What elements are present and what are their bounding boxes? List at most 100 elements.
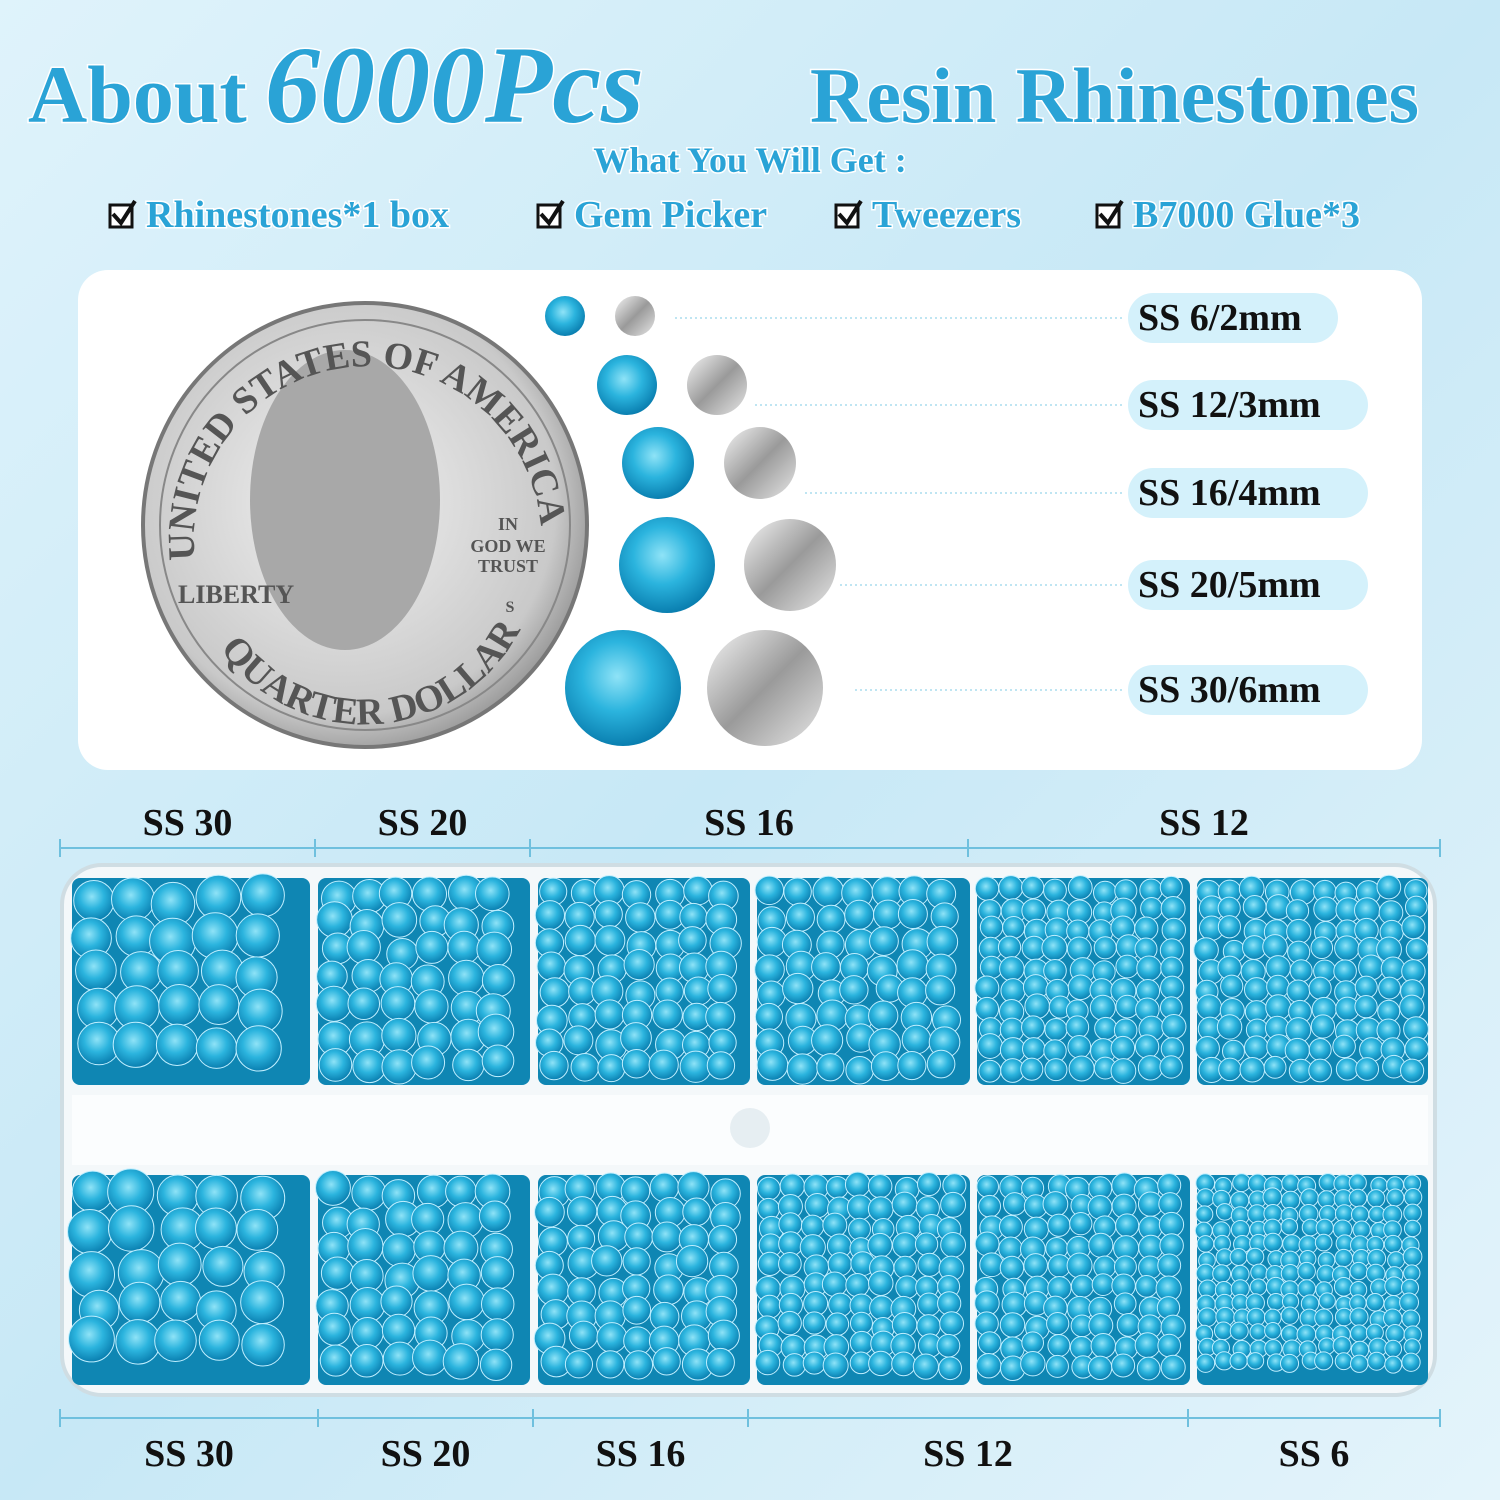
stone (1314, 1351, 1334, 1371)
stone (1286, 918, 1312, 945)
stone (845, 1055, 874, 1085)
foil (724, 427, 796, 499)
stone (783, 877, 812, 906)
stone (1310, 936, 1334, 960)
stone (1045, 1354, 1069, 1378)
stone (1136, 955, 1162, 982)
stone (1044, 1018, 1068, 1042)
stone (1195, 1353, 1216, 1373)
stone (1088, 1232, 1114, 1258)
stone (849, 1330, 874, 1355)
tray-label: SS 20 (381, 1433, 471, 1475)
stone (1089, 994, 1116, 1021)
size-label: SS 6/2mm (1138, 297, 1302, 339)
stone (67, 1209, 113, 1255)
stone (476, 931, 513, 968)
item: Tweezers (872, 194, 1021, 236)
stone (594, 925, 626, 956)
stone (480, 1256, 515, 1290)
stone (480, 1318, 514, 1352)
stone (1161, 1013, 1187, 1040)
stone (623, 1350, 654, 1380)
check (111, 199, 137, 227)
items: Rhinestones*1 box Gem Picker Tweezers B7000… (108, 193, 1361, 238)
stone (1111, 1353, 1136, 1378)
stone (675, 1244, 709, 1278)
stone (202, 1245, 244, 1287)
stone (447, 930, 481, 965)
stone (1263, 1055, 1287, 1079)
foil (744, 519, 836, 611)
coin-portrait (250, 350, 440, 650)
stone (754, 875, 785, 906)
stone (1386, 1188, 1405, 1207)
stone (477, 1013, 515, 1051)
stone (318, 1048, 353, 1082)
title-count: 6000Pcs (265, 24, 644, 146)
stone (897, 899, 928, 930)
stone (1403, 1264, 1421, 1282)
stone (350, 1344, 384, 1378)
stone (1403, 1338, 1421, 1356)
checkbox (108, 203, 134, 229)
stone (416, 1174, 451, 1209)
stone (236, 1208, 279, 1251)
coin-liberty: LIBERTY (178, 580, 294, 609)
stone (754, 1349, 781, 1376)
stone (1087, 1195, 1113, 1220)
stone (999, 956, 1025, 982)
stone (621, 1048, 652, 1079)
size-pill (1128, 665, 1368, 715)
stone (1229, 1248, 1248, 1266)
stone (757, 1251, 783, 1277)
sizes: SS 6/2mm SS 12/3mm SS 16/4mm SS 20/5mm SS 30… (545, 293, 1368, 746)
size-pill (1128, 560, 1368, 610)
stone (1002, 1192, 1027, 1216)
tray-labels: SS 30 SS 20 SS 16 SS 12 SS 30 SS 20 SS 16 SS 12… (59, 802, 1441, 1475)
stone (777, 1310, 802, 1336)
stone (411, 1045, 446, 1080)
stone (564, 924, 596, 957)
stone (1404, 1036, 1430, 1062)
stone (1264, 1322, 1282, 1340)
stone (978, 1194, 1002, 1218)
stone (1282, 1234, 1302, 1254)
stone (241, 1323, 285, 1367)
stone (653, 1274, 684, 1306)
stone (381, 1017, 417, 1054)
stone (475, 876, 510, 912)
stone (596, 1322, 628, 1354)
stone (315, 985, 352, 1022)
tray-label: SS 12 (1159, 802, 1249, 844)
stone (1242, 894, 1267, 919)
stone (891, 1191, 918, 1218)
stone (678, 926, 707, 955)
stone (591, 1245, 623, 1277)
size-label: SS 20/5mm (1138, 564, 1321, 606)
stone (622, 1247, 651, 1276)
stone (412, 1339, 449, 1376)
stone (845, 1272, 870, 1298)
stone (1354, 995, 1378, 1019)
stone (111, 877, 155, 922)
stone (867, 1196, 894, 1222)
checkbox (834, 203, 860, 229)
stone (914, 1232, 939, 1256)
stone (1400, 1058, 1425, 1083)
stone (349, 1287, 386, 1323)
stone (1196, 1188, 1215, 1208)
stone (821, 1271, 848, 1298)
stone (1263, 1232, 1283, 1253)
stone (108, 1205, 155, 1252)
foil (615, 296, 655, 336)
stone (1246, 1247, 1265, 1267)
stone (1313, 896, 1339, 922)
stone (998, 875, 1024, 901)
stone (1403, 1203, 1422, 1223)
stone (974, 975, 1000, 1001)
stone (757, 1294, 782, 1319)
stone (1266, 1292, 1285, 1311)
stone (1134, 1034, 1160, 1059)
stone (1239, 1056, 1266, 1083)
stone (315, 1169, 351, 1206)
